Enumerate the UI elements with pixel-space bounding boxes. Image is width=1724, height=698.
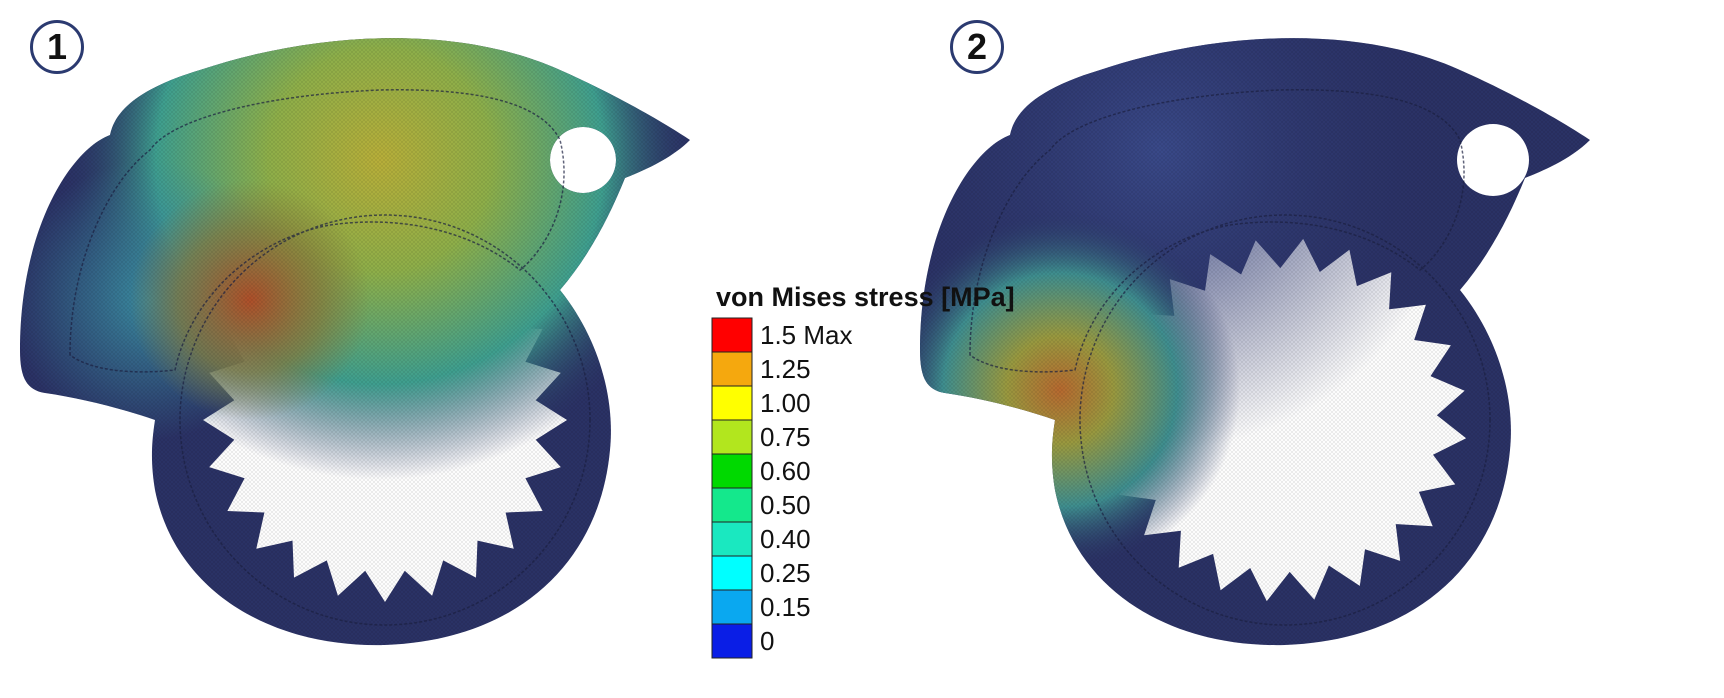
legend-swatch-9 bbox=[711, 623, 753, 659]
legend-label-5: 0.50 bbox=[760, 490, 811, 520]
legend-swatch-4 bbox=[711, 453, 753, 489]
legend-label-6: 0.40 bbox=[760, 524, 811, 554]
legend-swatch-0 bbox=[711, 317, 753, 353]
inner-outline-2 bbox=[969, 89, 1491, 626]
legend-swatch-1 bbox=[711, 351, 753, 387]
inner-outline-1 bbox=[69, 89, 591, 626]
legend-title: von Mises stress [MPa] bbox=[716, 282, 1015, 312]
legend-swatch-5 bbox=[711, 487, 753, 523]
panel-1-label: 1 bbox=[46, 26, 68, 67]
panel-1-badge: 1 bbox=[30, 20, 84, 74]
stress-plot-panel-1 bbox=[20, 38, 690, 646]
legend-label-3: 0.75 bbox=[760, 422, 811, 452]
legend-label-7: 0.25 bbox=[760, 558, 811, 588]
legend-label-4: 0.60 bbox=[760, 456, 811, 486]
legend-label-1: 1.25 bbox=[760, 354, 811, 384]
legend-swatch-7 bbox=[711, 555, 753, 591]
legend-label-9: 0 bbox=[760, 626, 775, 656]
panel-2-label: 2 bbox=[966, 26, 988, 67]
legend-swatch-2 bbox=[711, 385, 753, 421]
panel-2-badge: 2 bbox=[950, 20, 1004, 74]
legend-color-bar bbox=[711, 317, 753, 659]
legend-label-8: 0.15 bbox=[760, 592, 811, 622]
legend-label-2: 1.00 bbox=[760, 388, 811, 418]
legend-label-0: 1.5 Max bbox=[760, 320, 853, 350]
legend-swatch-8 bbox=[711, 589, 753, 625]
legend-swatch-6 bbox=[711, 521, 753, 557]
stress-plot-panel-2 bbox=[920, 38, 1590, 646]
legend-swatch-3 bbox=[711, 419, 753, 455]
